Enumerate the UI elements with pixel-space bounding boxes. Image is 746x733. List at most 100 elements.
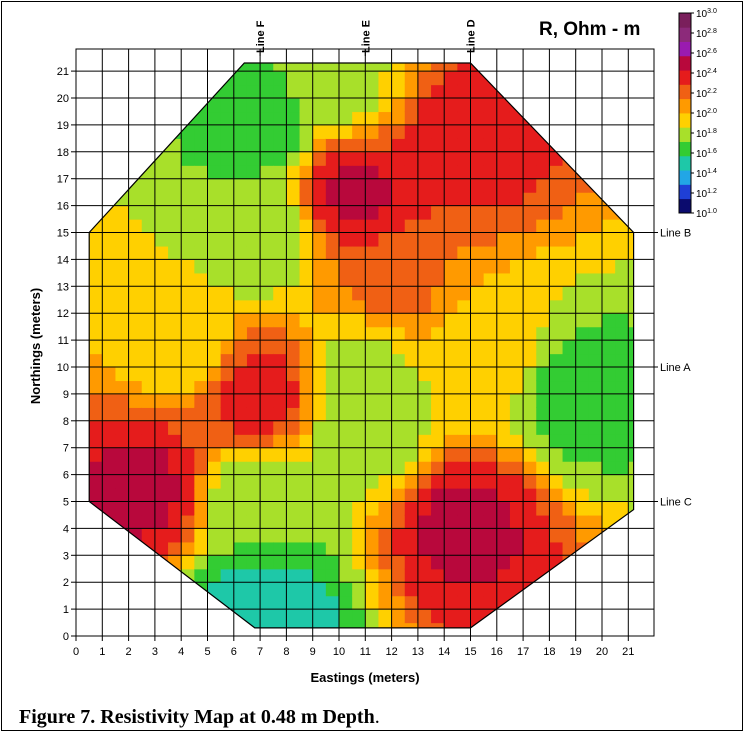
heat-cell: [457, 326, 472, 341]
heat-cell: [168, 393, 182, 408]
heat-cell: [115, 326, 130, 341]
heat-cell: [470, 514, 485, 529]
heat-cell: [523, 514, 537, 529]
heat-cell: [286, 272, 301, 287]
heat-cell: [496, 286, 511, 301]
heat-cell: [470, 474, 485, 489]
heat-cell: [273, 367, 287, 382]
heat-cell: [509, 501, 524, 516]
heat-cell: [431, 541, 445, 556]
heat-cell: [365, 326, 380, 341]
x-tick-label: 0: [73, 646, 79, 658]
heat-cell: [575, 420, 590, 435]
heat-cell: [339, 232, 353, 247]
heat-cell: [496, 313, 511, 328]
heat-cell: [615, 380, 629, 395]
x-tick-label: 13: [412, 646, 424, 658]
heat-cell: [128, 434, 143, 449]
heat-cell: [128, 461, 143, 476]
heat-cell: [575, 205, 590, 220]
heat-cell: [286, 461, 301, 476]
heat-cell: [496, 461, 511, 476]
heat-cell: [444, 501, 458, 516]
heat-cell: [115, 488, 130, 503]
heat-cell: [444, 245, 458, 260]
heat-cell: [391, 474, 406, 489]
heat-cell: [470, 595, 485, 610]
heat-cell: [207, 165, 222, 180]
heat-cell: [168, 151, 182, 166]
heat-cell: [233, 205, 248, 220]
heat-cell: [286, 555, 301, 570]
heat-cell: [365, 340, 380, 355]
heat-cell: [220, 124, 235, 139]
y-tick-label: 10: [57, 362, 69, 374]
heat-cell: [312, 447, 327, 462]
heat-cell: [496, 151, 511, 166]
heat-cell: [404, 353, 419, 368]
heat-cell: [470, 326, 485, 341]
heat-cell: [628, 501, 634, 516]
heat-cell: [536, 340, 550, 355]
heat-cell: [470, 568, 485, 583]
heat-cell: [233, 219, 248, 234]
heat-cell: [260, 474, 274, 489]
heat-cell: [246, 326, 261, 341]
heat-cell: [260, 367, 274, 382]
heat-cell: [378, 313, 393, 328]
heat-cell: [194, 353, 209, 368]
heat-cell: [444, 555, 458, 570]
heat-cell: [575, 461, 590, 476]
heat-cell: [273, 353, 287, 368]
heat-cell: [352, 71, 366, 86]
heat-cell: [339, 299, 353, 314]
colorbar-segment: [679, 84, 691, 100]
heat-cell: [444, 461, 458, 476]
heat-cell: [194, 555, 209, 570]
heat-cell: [444, 299, 458, 314]
heat-cell: [378, 609, 393, 624]
heat-cell: [378, 245, 393, 260]
heat-cell: [273, 326, 287, 341]
heat-cell: [102, 272, 117, 287]
heat-cell: [312, 165, 327, 180]
heat-cell: [483, 528, 498, 543]
heat-cell: [575, 353, 590, 368]
heat-cell: [168, 353, 182, 368]
heat-cell: [615, 474, 629, 489]
heat-cell: [339, 340, 353, 355]
heat-cell: [431, 286, 445, 301]
heat-cell: [154, 313, 169, 328]
heat-cell: [536, 393, 550, 408]
heat-cell: [273, 393, 287, 408]
heat-cell: [562, 313, 577, 328]
heat-cell: [523, 205, 537, 220]
heat-cell: [312, 299, 327, 314]
heat-cell: [549, 232, 564, 247]
heat-cell: [536, 367, 550, 382]
heat-cell: [181, 367, 195, 382]
heat-cell: [588, 259, 603, 274]
heat-cell: [470, 609, 485, 624]
heat-cell: [154, 245, 169, 260]
heat-cell: [273, 420, 287, 435]
heat-cell: [509, 407, 524, 422]
heat-cell: [233, 192, 248, 207]
heat-cell: [457, 568, 472, 583]
heat-cell: [233, 178, 248, 193]
heat-cell: [102, 434, 117, 449]
heat-cell: [141, 286, 156, 301]
heat-cell: [273, 138, 287, 153]
heat-cell: [339, 272, 353, 287]
heat-cell: [325, 420, 340, 435]
heat-cell: [89, 326, 103, 341]
heat-cell: [588, 393, 603, 408]
x-tick-label: 12: [385, 646, 397, 658]
heat-cell: [549, 528, 564, 543]
heat-cell: [404, 447, 419, 462]
x-tick-label: 3: [152, 646, 158, 658]
heat-cell: [483, 514, 498, 529]
heat-cell: [483, 326, 498, 341]
heat-cell: [444, 111, 458, 126]
heat-cell: [444, 63, 458, 72]
